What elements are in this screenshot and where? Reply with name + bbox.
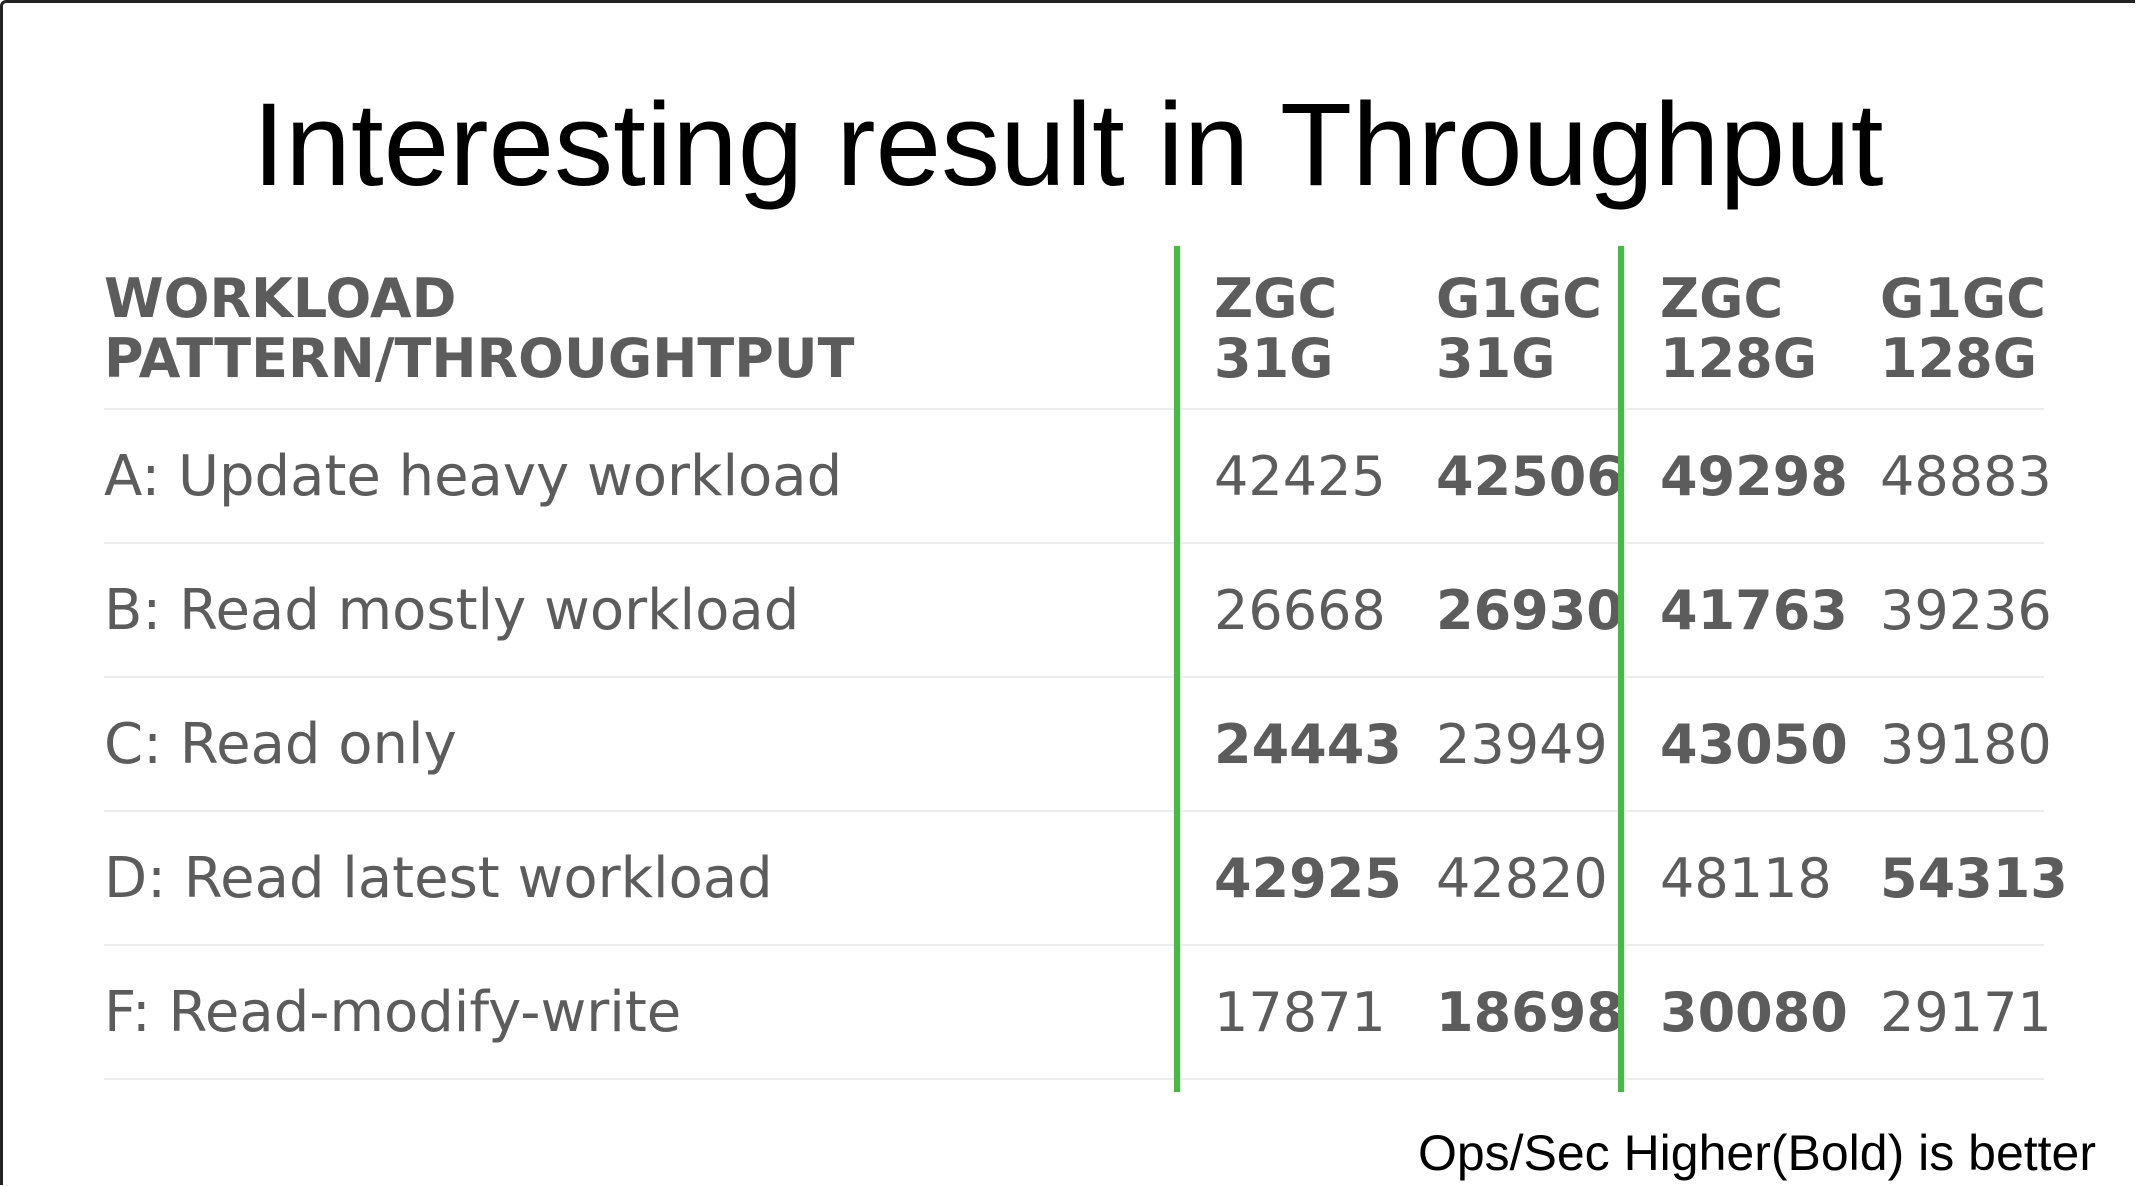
header-zgc-31g: ZGC 31G	[1188, 246, 1410, 410]
value-cell: 42506	[1410, 409, 1632, 544]
header-g1gc-31g: G1GC 31G	[1410, 246, 1632, 410]
row-label: B: Read mostly workload	[104, 543, 1188, 678]
header-zgc-31g-line1: ZGC	[1214, 267, 1338, 330]
value-cell: 26668	[1188, 543, 1410, 678]
slide-title: Interesting result in Throughput	[252, 79, 1884, 211]
row-label: D: Read latest workload	[104, 811, 1188, 946]
value-cell: 29171	[1854, 945, 2052, 1080]
value-cell: 26930	[1410, 543, 1632, 678]
row-label: A: Update heavy workload	[104, 409, 1188, 544]
table-body: A: Update heavy workload 42425 42506 49298 4…	[104, 409, 2068, 1080]
table-row: D: Read latest workload 42925 42820 48118 54…	[104, 811, 2068, 946]
footnote: Ops/Sec Higher(Bold) is better	[1417, 1125, 2096, 1181]
header-g1gc-128g-line1: G1GC	[1880, 267, 2046, 330]
row-label: F: Read-modify-write	[104, 945, 1188, 1080]
header-workload: WORKLOAD PATTERN/THROUGHTPUT	[104, 246, 1188, 410]
value-cell: 23949	[1410, 677, 1632, 812]
green-separator-left	[1174, 246, 1180, 1092]
header-zgc-128g-line1: ZGC	[1660, 267, 1784, 330]
value-cell: 18698	[1410, 945, 1632, 1080]
header-workload-line1: WORKLOAD	[104, 267, 457, 330]
value-cell: 42820	[1410, 811, 1632, 946]
table-row: A: Update heavy workload 42425 42506 49298 4…	[104, 409, 2052, 544]
value-cell: 39180	[1854, 677, 2052, 812]
header-workload-line2: PATTERN/THROUGHTPUT	[104, 327, 855, 390]
header-zgc-128g: ZGC 128G	[1632, 246, 1854, 410]
table-row: F: Read-modify-write 17871 18698 30080 29171	[104, 945, 2052, 1080]
table-header-row: WORKLOAD PATTERN/THROUGHTPUT ZGC 31G G1G…	[104, 246, 2046, 410]
header-g1gc-128g: G1GC 128G	[1854, 246, 2046, 410]
header-zgc-31g-line2: 31G	[1214, 327, 1334, 390]
value-cell: 39236	[1854, 543, 2052, 678]
throughput-table: WORKLOAD PATTERN/THROUGHTPUT ZGC 31G G1G…	[104, 246, 2068, 1080]
value-cell: 49298	[1632, 409, 1854, 544]
throughput-table-wrapper: WORKLOAD PATTERN/THROUGHTPUT ZGC 31G G1G…	[104, 246, 2068, 1080]
value-cell: 41763	[1632, 543, 1854, 678]
header-g1gc-31g-line1: G1GC	[1436, 267, 1602, 330]
value-cell: 42425	[1188, 409, 1410, 544]
value-cell: 48883	[1854, 409, 2052, 544]
table-row: B: Read mostly workload 26668 26930 41763 39…	[104, 543, 2052, 678]
green-separator-right	[1618, 246, 1624, 1092]
value-cell: 43050	[1632, 677, 1854, 812]
value-cell: 17871	[1188, 945, 1410, 1080]
value-cell: 24443	[1188, 677, 1410, 812]
table-row: C: Read only 24443 23949 43050 39180	[104, 677, 2052, 812]
header-g1gc-128g-line2: 128G	[1880, 327, 2038, 390]
row-label: C: Read only	[104, 677, 1188, 812]
value-cell: 30080	[1632, 945, 1854, 1080]
header-zgc-128g-line2: 128G	[1660, 327, 1818, 390]
header-g1gc-31g-line2: 31G	[1436, 327, 1556, 390]
value-cell: 54313	[1854, 811, 2068, 946]
value-cell: 42925	[1188, 811, 1410, 946]
value-cell: 48118	[1632, 811, 1854, 946]
